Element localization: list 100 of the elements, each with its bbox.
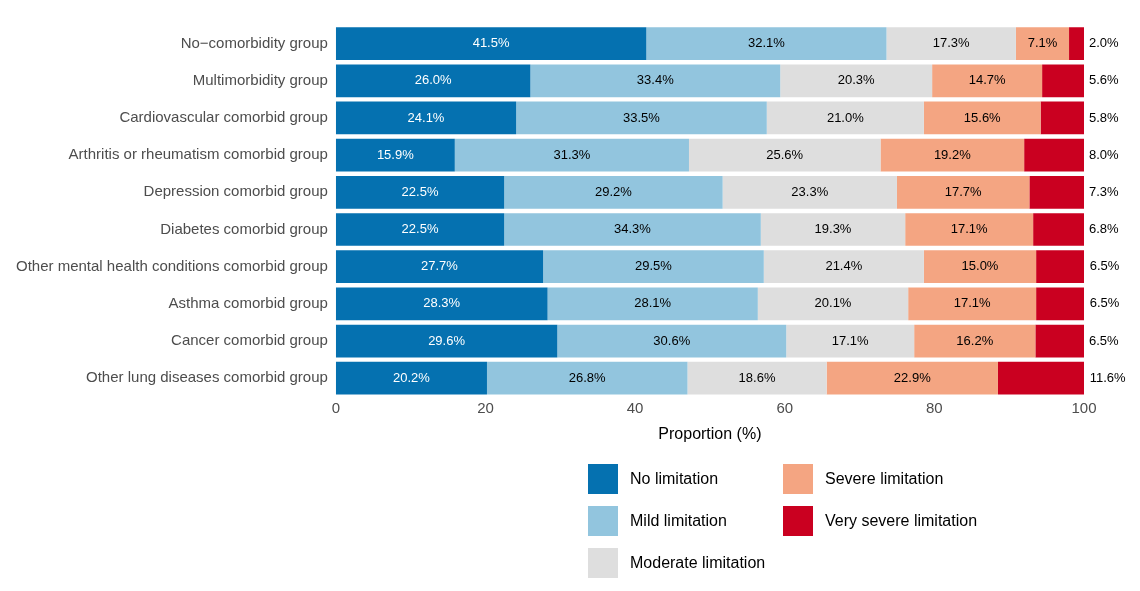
data-label: 15.0% — [961, 258, 999, 274]
bar — [1036, 287, 1084, 321]
bar — [504, 175, 723, 209]
bar — [760, 213, 906, 246]
bar — [504, 213, 761, 246]
y-tick-label: Multimorbidity group — [192, 70, 328, 88]
y-tick-label: Other mental health conditions comorbid group — [16, 256, 328, 274]
data-label: 6.8% — [1089, 221, 1120, 237]
data-label: 29.5% — [635, 258, 673, 274]
bar — [1040, 101, 1084, 135]
data-label: 7.1% — [1027, 35, 1058, 51]
y-tick-label: Cardiovascular comorbid group — [119, 108, 328, 126]
bar — [1042, 64, 1084, 98]
bar — [454, 138, 689, 172]
data-label: 28.3% — [423, 295, 461, 311]
bar — [886, 27, 1016, 60]
data-label: 20.1% — [814, 295, 852, 311]
data-label: 28.1% — [634, 295, 672, 311]
bar — [335, 138, 455, 172]
bar — [763, 250, 924, 284]
data-label: 24.1% — [407, 109, 445, 125]
x-tick-label: 0 — [331, 398, 341, 416]
data-label: 6.5% — [1089, 332, 1120, 348]
data-label: 15.6% — [963, 109, 1002, 125]
bar — [1033, 213, 1084, 246]
bar — [335, 175, 505, 209]
bar — [923, 101, 1041, 135]
y-tick-label: No−comorbidity group — [180, 33, 328, 51]
legend-label: Moderate limitation — [630, 554, 766, 572]
data-label: 29.2% — [594, 183, 633, 199]
x-axis-title: Proportion (%) — [658, 424, 762, 442]
bar — [530, 64, 781, 98]
bar — [766, 101, 924, 135]
data-label: 21.4% — [825, 258, 863, 274]
data-label: 5.8% — [1089, 109, 1120, 125]
data-label: 25.6% — [766, 146, 804, 162]
data-label: 17.3% — [932, 35, 971, 51]
data-label: 17.1% — [831, 332, 870, 348]
bar — [1035, 324, 1084, 358]
y-tick-label: Asthma comorbid group — [168, 293, 328, 311]
y-tick-label: Cancer comorbid group — [171, 331, 328, 349]
bar — [335, 64, 531, 98]
data-label: 7.3% — [1089, 183, 1120, 199]
legend-label: Severe limitation — [825, 470, 944, 488]
data-label: 27.7% — [421, 258, 459, 274]
bar — [335, 101, 517, 135]
x-tick-label: 60 — [776, 398, 794, 416]
bar — [335, 27, 647, 60]
bar — [543, 250, 764, 284]
y-tick-label: Other lung diseases comorbid group — [86, 368, 328, 386]
data-label: 15.9% — [376, 146, 415, 162]
data-label: 6.5% — [1089, 295, 1120, 311]
y-tick-label: Diabetes comorbid group — [160, 219, 328, 237]
data-label: 8.0% — [1089, 146, 1120, 162]
data-label: 30.6% — [653, 332, 691, 348]
bar — [335, 213, 505, 246]
x-tick-label: 40 — [626, 398, 644, 416]
bar — [905, 213, 1034, 246]
data-label: 5.6% — [1089, 72, 1120, 88]
bar — [880, 138, 1025, 172]
data-label: 33.4% — [636, 72, 675, 88]
legend-label: Very severe limitation — [825, 512, 978, 530]
data-label: 20.3% — [837, 72, 876, 88]
bar — [780, 64, 933, 98]
data-label: 18.6% — [738, 369, 776, 385]
data-label: 21.0% — [826, 109, 865, 125]
bar — [722, 175, 897, 209]
x-tick-label: 20 — [477, 398, 494, 416]
bar — [1029, 175, 1084, 209]
bar — [826, 361, 998, 395]
data-label: 26.8% — [568, 369, 607, 385]
data-label: 31.3% — [553, 146, 591, 162]
data-label: 33.5% — [623, 109, 661, 125]
bar — [335, 287, 548, 321]
x-tick-label: 100 — [1071, 398, 1097, 416]
data-label: 6.5% — [1089, 258, 1120, 274]
bar — [335, 324, 558, 358]
data-label: 41.5% — [472, 35, 510, 51]
bar — [932, 64, 1043, 98]
data-label: 2.0% — [1089, 35, 1120, 51]
y-tick-label: Arthritis or rheumatism comorbid group — [68, 145, 328, 163]
y-tick-label: Depression comorbid group — [143, 182, 328, 200]
data-label: 32.1% — [747, 35, 786, 51]
bar — [335, 250, 544, 284]
bar — [687, 361, 827, 395]
data-label: 19.3% — [814, 221, 852, 237]
bar — [335, 361, 487, 395]
bar — [997, 361, 1084, 395]
bar — [557, 324, 787, 358]
bar — [757, 287, 909, 321]
data-label: 11.6% — [1089, 369, 1127, 385]
bar — [1015, 27, 1070, 60]
legend-label: Mild limitation — [630, 512, 727, 530]
data-label: 29.6% — [428, 332, 466, 348]
data-label: 20.2% — [392, 369, 431, 385]
bar — [1036, 250, 1084, 284]
data-label: 22.5% — [401, 221, 439, 237]
data-label: 19.2% — [933, 146, 972, 162]
bar — [547, 287, 758, 321]
data-label: 17.1% — [953, 295, 992, 311]
